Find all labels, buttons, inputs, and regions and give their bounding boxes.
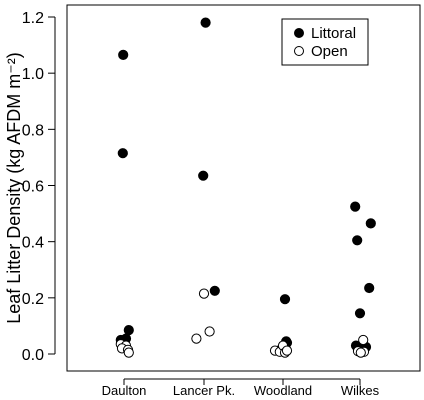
legend-label-littoral: Littoral xyxy=(311,25,356,42)
data-point-open xyxy=(281,345,293,356)
data-point-open xyxy=(123,347,134,358)
y-tick-label: 1.2 xyxy=(22,10,44,27)
data-point-littoral xyxy=(117,148,128,159)
data-point-littoral xyxy=(200,17,211,28)
data-points xyxy=(115,17,376,358)
data-point-littoral xyxy=(118,49,129,61)
y-tick-label: 0.0 xyxy=(22,347,44,364)
data-point-littoral xyxy=(123,325,134,336)
legend-box xyxy=(281,18,369,66)
data-point-open xyxy=(358,334,369,346)
x-tick-label: Wilkes xyxy=(341,383,380,398)
legend-marker-open xyxy=(294,46,304,56)
y-tick-label: 0.6 xyxy=(22,179,44,196)
data-point-littoral xyxy=(350,201,361,212)
data-point-open xyxy=(355,347,366,358)
x-tick-label: Daulton xyxy=(102,383,147,398)
data-point-open xyxy=(198,288,210,299)
y-tick-label: 0.8 xyxy=(22,122,44,139)
data-point-open xyxy=(204,326,215,337)
data-point-open xyxy=(191,333,202,344)
legend: Littoral Open xyxy=(281,18,369,66)
plot-frame xyxy=(66,4,421,372)
x-axis: Daulton Lancer Pk. Woodland Wilkes xyxy=(102,378,380,398)
data-point-littoral xyxy=(198,170,209,181)
y-tick-label: 1.0 xyxy=(22,66,44,83)
data-point-littoral xyxy=(365,218,376,229)
legend-marker-littoral xyxy=(294,28,304,38)
y-tick-label: 0.2 xyxy=(22,291,44,308)
legend-label-open: Open xyxy=(311,43,348,60)
y-axis-title: Leaf Litter Density (kg AFDM m⁻²) xyxy=(4,52,24,324)
y-tick-label: 0.4 xyxy=(22,235,44,252)
x-tick-label: Woodland xyxy=(254,383,312,398)
data-point-littoral xyxy=(354,308,366,319)
data-point-littoral xyxy=(352,235,363,246)
data-point-littoral xyxy=(279,294,291,305)
x-tick-label: Lancer Pk. xyxy=(173,383,235,398)
data-point-littoral xyxy=(364,282,375,294)
y-axis: 0.0 0.2 0.4 0.6 0.8 1.0 1.2 xyxy=(22,10,56,364)
data-point-littoral xyxy=(209,285,220,296)
